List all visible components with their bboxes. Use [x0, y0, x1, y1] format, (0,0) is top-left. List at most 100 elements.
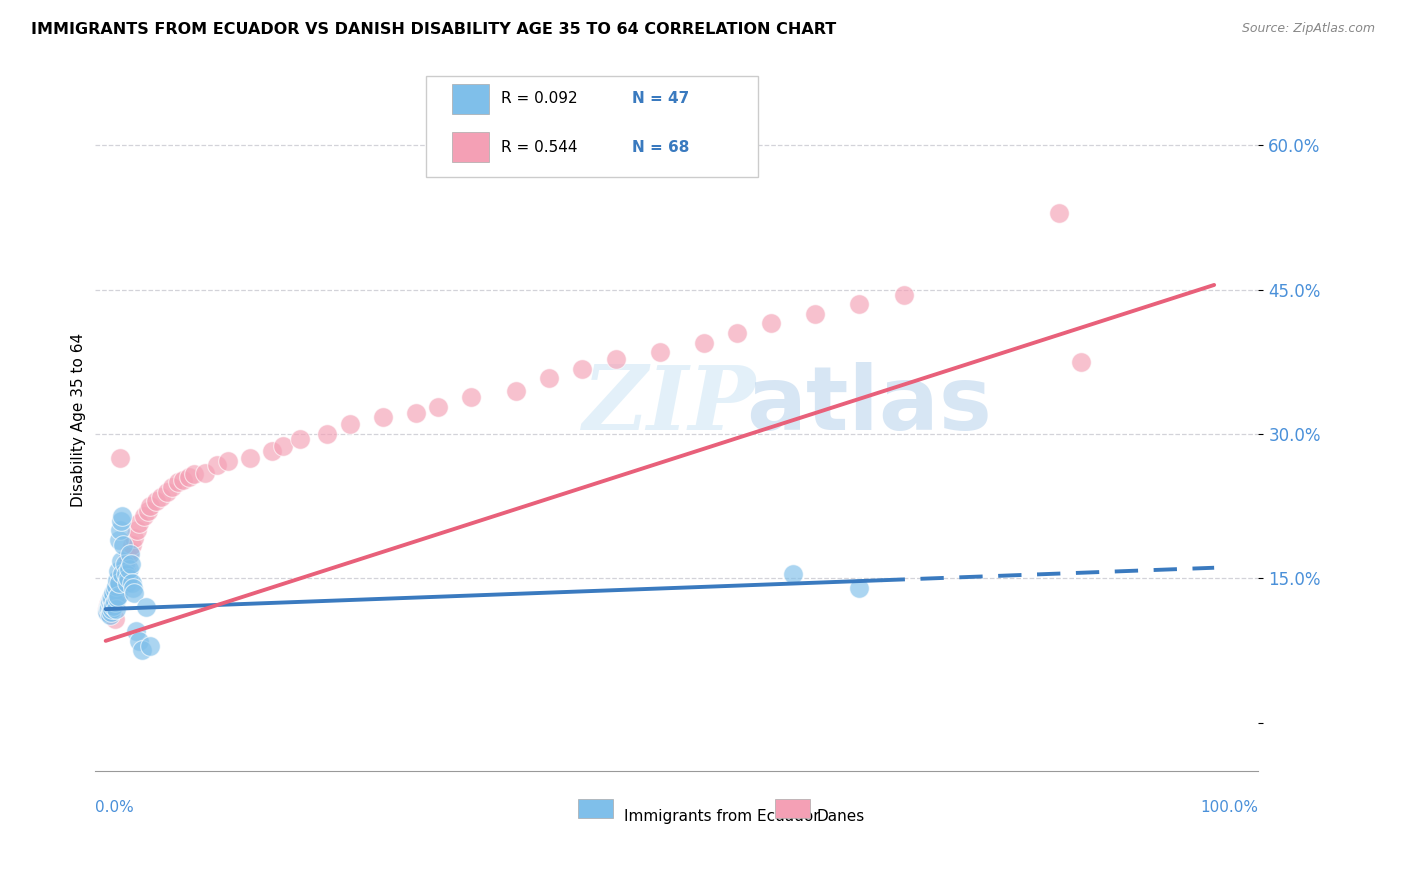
Point — [271, 439, 294, 453]
Point — [124, 586, 146, 600]
Point — [98, 599, 121, 613]
Point — [605, 351, 627, 366]
Point — [136, 504, 159, 518]
Point — [110, 574, 132, 588]
Point — [128, 633, 150, 648]
Point — [112, 538, 135, 552]
Point — [103, 599, 125, 614]
Point — [98, 595, 121, 609]
Point — [108, 533, 131, 547]
Point — [166, 475, 188, 490]
Point — [100, 591, 122, 605]
Point — [727, 326, 749, 340]
Point — [111, 566, 134, 581]
Point — [105, 574, 128, 588]
Point — [98, 601, 121, 615]
Point — [96, 602, 118, 616]
FancyBboxPatch shape — [776, 799, 810, 819]
Text: atlas: atlas — [747, 362, 993, 449]
FancyBboxPatch shape — [451, 132, 489, 162]
Text: ZIP: ZIP — [583, 362, 756, 449]
Text: Danes: Danes — [817, 809, 865, 824]
Point — [108, 451, 131, 466]
Point — [194, 466, 217, 480]
Point — [114, 557, 136, 571]
Point — [101, 599, 124, 613]
Point — [103, 592, 125, 607]
Point — [1047, 206, 1070, 220]
Point — [100, 605, 122, 619]
Point — [100, 605, 122, 619]
Point — [782, 566, 804, 581]
Point — [122, 581, 145, 595]
Point — [371, 409, 394, 424]
Point — [103, 582, 125, 597]
Point — [460, 391, 482, 405]
Point — [505, 384, 527, 398]
Point — [111, 566, 134, 581]
Point — [131, 643, 153, 657]
Point — [128, 516, 150, 530]
Text: 100.0%: 100.0% — [1201, 800, 1258, 815]
Point — [693, 335, 716, 350]
Point — [97, 599, 120, 613]
Point — [101, 592, 124, 607]
Point — [110, 514, 132, 528]
Point — [115, 576, 138, 591]
Point — [648, 345, 671, 359]
Point — [239, 451, 262, 466]
Text: N = 68: N = 68 — [633, 140, 690, 154]
Point — [156, 484, 179, 499]
Text: N = 47: N = 47 — [633, 91, 689, 106]
Point — [105, 591, 128, 605]
Point — [103, 595, 125, 609]
Point — [103, 612, 125, 626]
Point — [107, 581, 129, 595]
Point — [217, 454, 239, 468]
Point — [172, 473, 194, 487]
Point — [316, 427, 339, 442]
Point — [339, 417, 361, 432]
Point — [1070, 355, 1092, 369]
Point — [100, 600, 122, 615]
FancyBboxPatch shape — [426, 76, 758, 178]
Point — [118, 544, 141, 558]
Point — [118, 547, 141, 561]
Point — [96, 605, 118, 619]
Point — [104, 579, 127, 593]
Point — [108, 523, 131, 537]
FancyBboxPatch shape — [451, 84, 489, 113]
Point — [145, 494, 167, 508]
Text: Immigrants from Ecuador: Immigrants from Ecuador — [624, 809, 820, 824]
Point — [121, 538, 143, 552]
Point — [124, 531, 146, 545]
Point — [135, 600, 157, 615]
Point — [111, 508, 134, 523]
Point — [893, 287, 915, 301]
Point — [103, 600, 125, 615]
Point — [571, 361, 593, 376]
Point — [118, 562, 141, 576]
Point — [288, 432, 311, 446]
Point — [205, 458, 228, 472]
Point — [139, 639, 162, 653]
Point — [114, 566, 136, 581]
Point — [427, 400, 450, 414]
Point — [101, 602, 124, 616]
Point — [124, 624, 146, 639]
Text: 0.0%: 0.0% — [94, 800, 134, 815]
Point — [97, 600, 120, 615]
Y-axis label: Disability Age 35 to 64: Disability Age 35 to 64 — [72, 333, 86, 507]
Point — [108, 576, 131, 591]
Point — [114, 559, 136, 574]
Point — [107, 564, 129, 578]
Point — [101, 592, 124, 607]
Point — [848, 581, 870, 595]
Point — [115, 554, 138, 568]
Point — [98, 595, 121, 609]
Point — [177, 470, 200, 484]
Point — [150, 490, 173, 504]
Point — [125, 523, 148, 537]
Point — [120, 557, 142, 571]
Point — [160, 480, 183, 494]
